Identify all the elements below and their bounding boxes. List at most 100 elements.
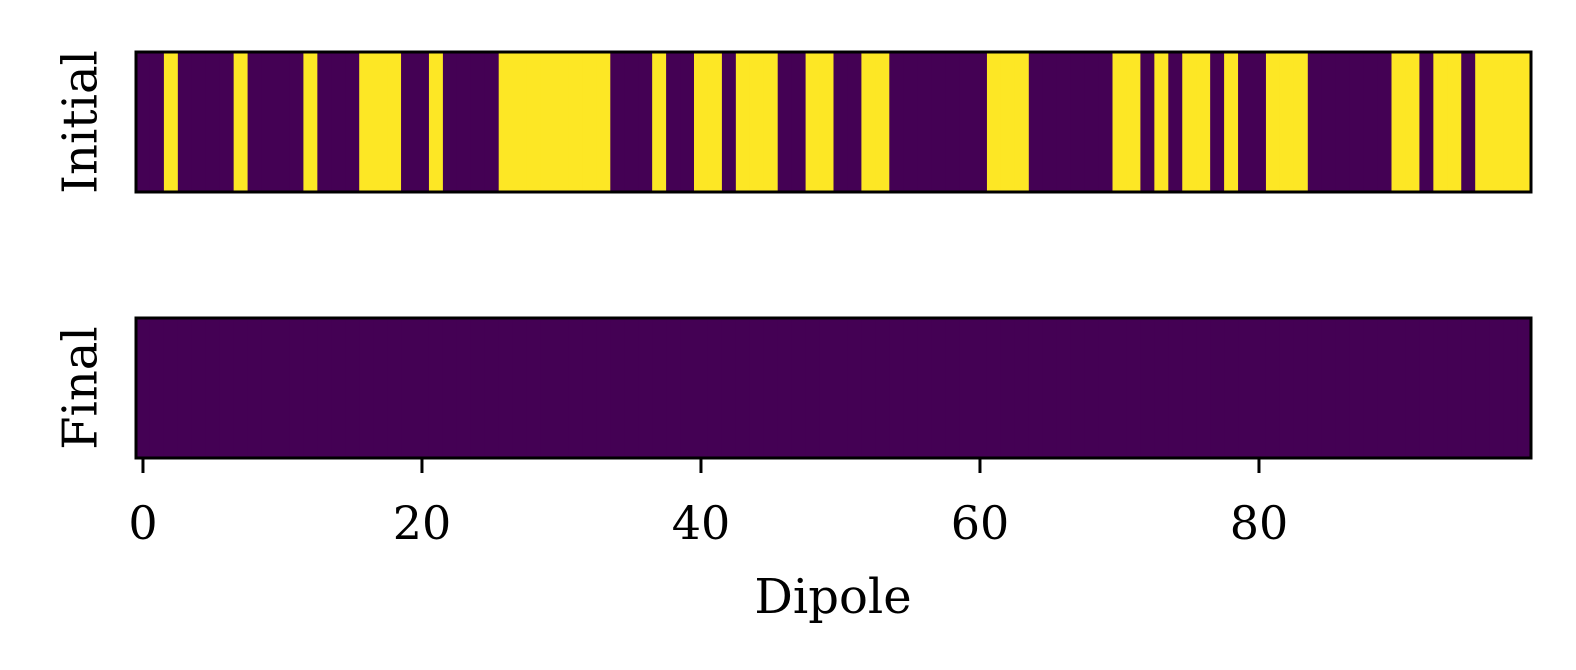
- heatmap-cell-initial-31: [568, 52, 583, 192]
- heatmap-cell-initial-53: [875, 52, 890, 192]
- heatmap-cell-final-68: [1084, 318, 1100, 458]
- heatmap-cells-final: [136, 318, 1532, 458]
- heatmap-cell-final-47: [791, 318, 807, 458]
- heatmap-cell-final-34: [610, 318, 625, 458]
- heatmap-cell-final-54: [889, 318, 904, 458]
- heatmap-cell-final-88: [1363, 318, 1379, 458]
- panel-frame-final: [134, 316, 1533, 460]
- x-axis-label: Dipole: [754, 569, 911, 625]
- heatmap-cell-final-56: [917, 318, 932, 458]
- heatmap-cell-final-42: [721, 318, 737, 458]
- heatmap-cell-initial-46: [777, 52, 793, 192]
- heatmap-cell-initial-29: [540, 52, 556, 192]
- heatmap-cell-final-83: [1293, 318, 1309, 458]
- heatmap-cell-initial-48: [805, 52, 821, 192]
- heatmap-cell-final-24: [470, 318, 486, 458]
- heatmap-cell-final-27: [512, 318, 528, 458]
- heatmap-cell-initial-18: [387, 52, 402, 192]
- heatmap-cell-initial-14: [331, 52, 346, 192]
- heatmap-cell-initial-81: [1265, 52, 1281, 192]
- heatmap-cell-initial-49: [819, 52, 835, 192]
- heatmap-cell-initial-73: [1154, 52, 1169, 192]
- heatmap-cell-final-11: [289, 318, 304, 458]
- heatmap-cell-initial-33: [596, 52, 611, 192]
- heatmap-cell-final-49: [819, 318, 835, 458]
- heatmap-cell-initial-43: [735, 52, 751, 192]
- heatmap-cell-initial-59: [959, 52, 974, 192]
- heatmap-cell-final-7: [233, 318, 249, 458]
- heatmap-cell-initial-55: [903, 52, 918, 192]
- heatmap-cell-final-81: [1265, 318, 1281, 458]
- panel-initial: Initial: [53, 50, 1533, 194]
- heatmap-cell-initial-65: [1042, 52, 1058, 192]
- heatmap-cell-final-90: [1391, 318, 1407, 458]
- heatmap-cell-final-85: [1321, 318, 1337, 458]
- heatmap-cell-final-93: [1433, 318, 1448, 458]
- heatmap-cell-final-6: [219, 318, 235, 458]
- heatmap-cell-initial-54: [889, 52, 904, 192]
- heatmap-cell-initial-3: [177, 52, 193, 192]
- heatmap-cell-initial-95: [1461, 52, 1476, 192]
- heatmap-cell-initial-62: [1000, 52, 1016, 192]
- heatmap-cell-initial-15: [345, 52, 360, 192]
- heatmap-cell-final-18: [387, 318, 402, 458]
- heatmap-cell-initial-71: [1126, 52, 1141, 192]
- heatmap-cell-final-30: [554, 318, 570, 458]
- heatmap-cell-initial-84: [1307, 52, 1323, 192]
- heatmap-cell-final-52: [861, 318, 876, 458]
- heatmap-cell-initial-66: [1056, 52, 1072, 192]
- heatmap-cell-initial-98: [1503, 52, 1518, 192]
- heatmap-cell-final-19: [401, 318, 416, 458]
- heatmap-cell-final-9: [261, 318, 277, 458]
- heatmap-cell-initial-26: [498, 52, 514, 192]
- heatmap-cell-final-2: [163, 318, 179, 458]
- heatmap-cells-initial: [136, 52, 1532, 192]
- heatmap-cell-initial-10: [275, 52, 291, 192]
- heatmap-cell-initial-12: [303, 52, 318, 192]
- heatmap-cell-initial-92: [1419, 52, 1434, 192]
- x-tick-label-40: 40: [672, 496, 731, 550]
- heatmap-cell-initial-75: [1182, 52, 1197, 192]
- heatmap-cell-initial-40: [694, 52, 709, 192]
- heatmap-cell-initial-35: [624, 52, 639, 192]
- heatmap-cell-final-13: [317, 318, 332, 458]
- heatmap-cell-initial-50: [833, 52, 849, 192]
- heatmap-cell-initial-93: [1433, 52, 1448, 192]
- heatmap-cell-initial-78: [1224, 52, 1239, 192]
- heatmap-cell-final-65: [1042, 318, 1058, 458]
- x-tick-label-80: 80: [1230, 496, 1289, 550]
- x-tick-label-0: 0: [128, 496, 157, 550]
- heatmap-cell-final-60: [973, 318, 988, 458]
- heatmap-cell-final-84: [1307, 318, 1323, 458]
- heatmap-cell-initial-76: [1196, 52, 1211, 192]
- heatmap-cell-final-1: [149, 318, 165, 458]
- heatmap-cell-final-91: [1405, 318, 1420, 458]
- heatmap-cell-final-22: [442, 318, 458, 458]
- heatmap-cell-initial-20: [415, 52, 430, 192]
- heatmap-cell-final-8: [247, 318, 263, 458]
- heatmap-cell-initial-89: [1377, 52, 1393, 192]
- heatmap-cell-initial-64: [1028, 52, 1044, 192]
- heatmap-cell-initial-68: [1084, 52, 1100, 192]
- x-axis: 0 20 40 60 80: [128, 458, 1288, 550]
- heatmap-cell-initial-0: [136, 52, 151, 192]
- heatmap-cell-final-17: [373, 318, 388, 458]
- heatmap-cell-final-69: [1098, 318, 1114, 458]
- heatmap-cell-initial-1: [149, 52, 165, 192]
- heatmap-cell-final-36: [638, 318, 653, 458]
- heatmap-cell-final-40: [694, 318, 709, 458]
- heatmap-cell-final-33: [596, 318, 611, 458]
- heatmap-cell-final-62: [1000, 318, 1016, 458]
- x-tick-label-60: 60: [951, 496, 1010, 550]
- row-label-final: Final: [53, 326, 109, 450]
- heatmap-cell-initial-36: [638, 52, 653, 192]
- heatmap-cell-final-64: [1028, 318, 1044, 458]
- heatmap-cell-final-59: [959, 318, 974, 458]
- heatmap-cell-initial-79: [1238, 52, 1253, 192]
- heatmap-cell-initial-4: [191, 52, 207, 192]
- heatmap-cell-initial-37: [652, 52, 667, 192]
- heatmap-cell-final-4: [191, 318, 207, 458]
- heatmap-cell-initial-30: [554, 52, 570, 192]
- heatmap-cell-final-89: [1377, 318, 1393, 458]
